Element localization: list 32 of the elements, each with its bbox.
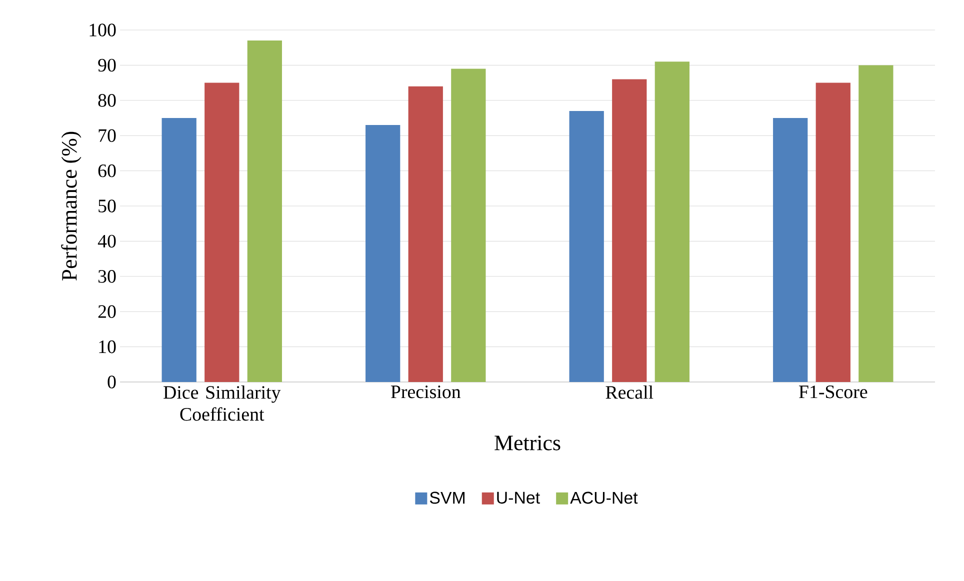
bar xyxy=(654,62,690,382)
y-tick-label: 90 xyxy=(98,58,116,72)
x-tick-label: Precision xyxy=(390,386,461,398)
y-tick-label: 80 xyxy=(98,94,116,107)
x-tick-label: F1-Score xyxy=(798,386,868,398)
legend-label: SVM xyxy=(430,492,464,504)
bar xyxy=(162,118,196,382)
y-tick-label: 50 xyxy=(98,200,116,212)
y-tick-label: 30 xyxy=(98,270,116,283)
bar xyxy=(247,40,282,382)
y-tick-label: 10 xyxy=(99,340,116,354)
y-tick-label: 0 xyxy=(108,376,116,388)
y-tick-label: 60 xyxy=(98,164,116,178)
bar xyxy=(612,79,647,382)
legend-label: U-Net xyxy=(497,492,540,504)
bar xyxy=(451,68,486,382)
y-tick-label: 100 xyxy=(90,24,116,36)
x-axis-title: Metrics xyxy=(494,436,560,450)
y-axis-title: Performance (%) xyxy=(61,132,82,281)
x-tick-label: Dice Similarity Coefficient xyxy=(164,386,281,421)
bar xyxy=(816,82,850,382)
bar xyxy=(366,125,400,382)
bar xyxy=(858,65,894,382)
bar xyxy=(569,110,604,382)
legend-label: ACU-Net xyxy=(570,492,638,504)
x-tick-label: Recall xyxy=(606,386,654,399)
bar xyxy=(408,86,443,382)
y-tick-label: 40 xyxy=(98,234,116,248)
bar xyxy=(773,118,808,382)
bar xyxy=(204,82,240,382)
y-tick-label: 20 xyxy=(98,305,116,318)
y-tick-label: 70 xyxy=(98,129,116,142)
